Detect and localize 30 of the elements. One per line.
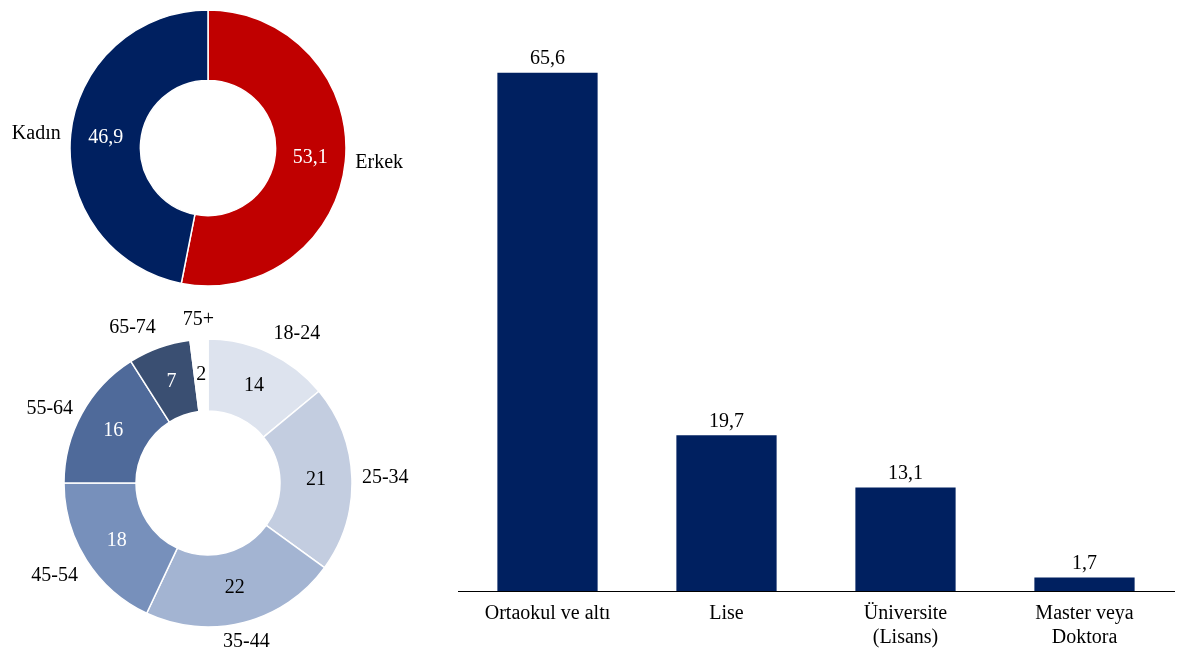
bar	[676, 435, 777, 591]
data-label: 13,1	[888, 460, 923, 483]
slice-label: 45-54	[31, 562, 78, 585]
data-label: 46,9	[88, 125, 124, 148]
slice-label: Erkek	[355, 149, 404, 172]
x-tick-label: Lise	[709, 601, 744, 624]
data-label: 1,7	[1072, 550, 1097, 573]
slice-label: 75+	[182, 306, 214, 329]
data-label: 18	[106, 528, 127, 551]
data-label: 22	[224, 574, 245, 597]
slice-label: 65-74	[109, 315, 156, 338]
x-tick-label: Master veya Doktora	[1035, 601, 1134, 648]
data-label: 21	[305, 466, 326, 489]
data-label: 65,6	[530, 46, 565, 69]
slice-label: 55-64	[26, 396, 74, 419]
bar	[855, 487, 956, 591]
data-label: 7	[166, 368, 177, 391]
bar	[497, 72, 598, 591]
data-label: 16	[103, 418, 124, 441]
slice-label: 35-44	[222, 629, 270, 652]
bar	[1034, 577, 1135, 591]
data-label: 14	[243, 372, 264, 395]
slice-label: Kadın	[11, 120, 61, 143]
slice-label: 18-24	[273, 320, 321, 343]
data-label: 2	[196, 362, 207, 385]
x-tick-label: Üniversite (Lisans)	[863, 601, 948, 649]
x-tick-label: Ortaokul ve altı	[484, 601, 611, 624]
data-label: 53,1	[292, 145, 328, 168]
slice-label: 25-34	[361, 465, 409, 488]
data-label: 19,7	[709, 408, 744, 431]
